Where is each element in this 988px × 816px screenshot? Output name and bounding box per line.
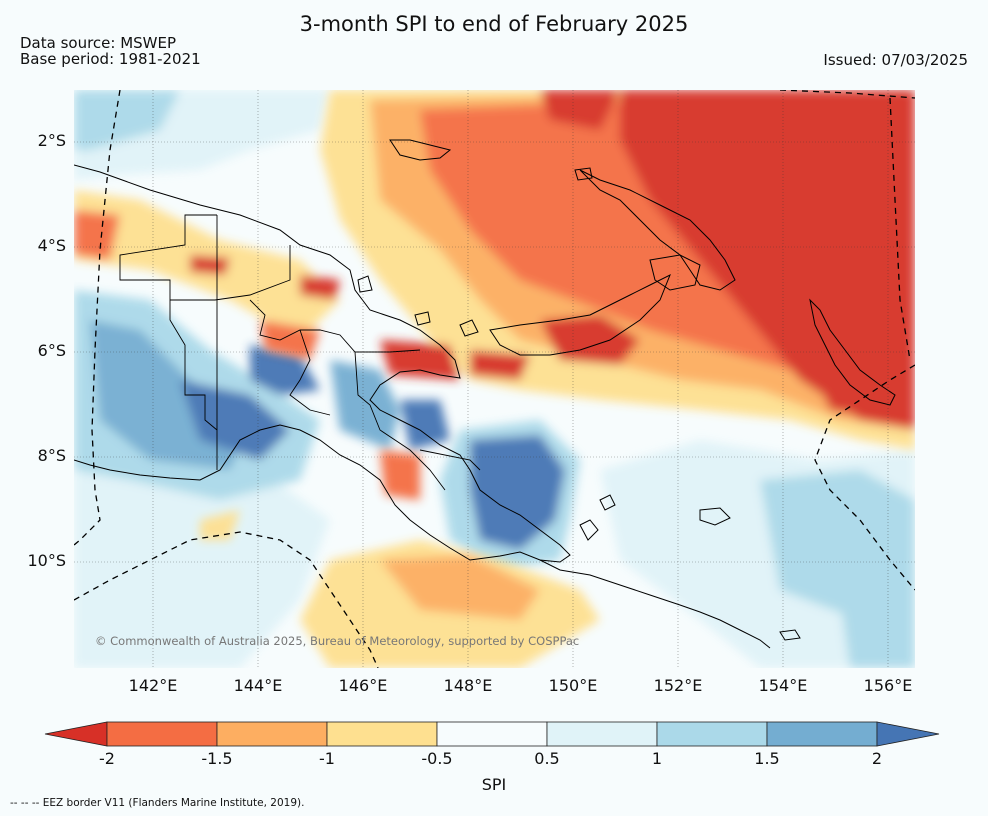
- lat-label: 10°S: [27, 551, 66, 570]
- lon-label: 154°E: [758, 676, 808, 695]
- spi-field: [74, 90, 915, 668]
- colorbar-tick: -2: [99, 749, 115, 768]
- lon-label: 142°E: [128, 676, 178, 695]
- colorbar-tick: -0.5: [421, 749, 453, 768]
- lon-label: 146°E: [338, 676, 388, 695]
- colorbar-tick: 2: [871, 749, 883, 768]
- lat-label: 6°S: [37, 341, 66, 360]
- lon-label: 148°E: [443, 676, 493, 695]
- copyright-text: © Commonwealth of Australia 2025, Bureau…: [95, 634, 580, 648]
- lon-label: 156°E: [863, 676, 913, 695]
- colorbar-swatch: [656, 721, 768, 747]
- colorbar-swatch: [106, 721, 218, 747]
- lon-label: 144°E: [233, 676, 283, 695]
- lat-label: 2°S: [37, 131, 66, 150]
- eez-borders: [74, 90, 915, 668]
- colorbar: [44, 721, 940, 747]
- boundaries: [119, 214, 481, 491]
- issued-date: Issued: 07/03/2025: [823, 51, 968, 69]
- colorbar-swatch: [436, 721, 548, 747]
- colorbar-swatch: [546, 721, 658, 747]
- colorbar-tick: 1: [651, 749, 663, 768]
- colorbar-swatch: [216, 721, 328, 747]
- colorbar-swatch: [766, 721, 878, 747]
- gridlines: [74, 90, 915, 668]
- colorbar-swatch: [326, 721, 438, 747]
- colorbar-tick: -1.5: [201, 749, 233, 768]
- map-title: 3-month SPI to end of February 2025: [299, 12, 689, 36]
- lat-label: 4°S: [37, 236, 66, 255]
- coastlines: [74, 139, 896, 649]
- eez-legend-note: -- -- -- EEZ border V11 (Flanders Marine…: [10, 797, 305, 809]
- lon-label: 152°E: [653, 676, 703, 695]
- lat-label: 8°S: [37, 446, 66, 465]
- colorbar-label: SPI: [481, 775, 507, 794]
- colorbar-max-arrow: [876, 721, 940, 747]
- colorbar-min-arrow: [44, 721, 108, 747]
- colorbar-tick: 0.5: [534, 749, 560, 768]
- data-source-text: Data source: MSWEP: [20, 34, 177, 52]
- lon-label: 150°E: [548, 676, 598, 695]
- base-period-text: Base period: 1981-2021: [20, 50, 201, 68]
- colorbar-tick: -1: [319, 749, 335, 768]
- map-metadata: Data source: MSWEP Base period: 1981-202…: [20, 35, 201, 67]
- colorbar-tick: 1.5: [754, 749, 780, 768]
